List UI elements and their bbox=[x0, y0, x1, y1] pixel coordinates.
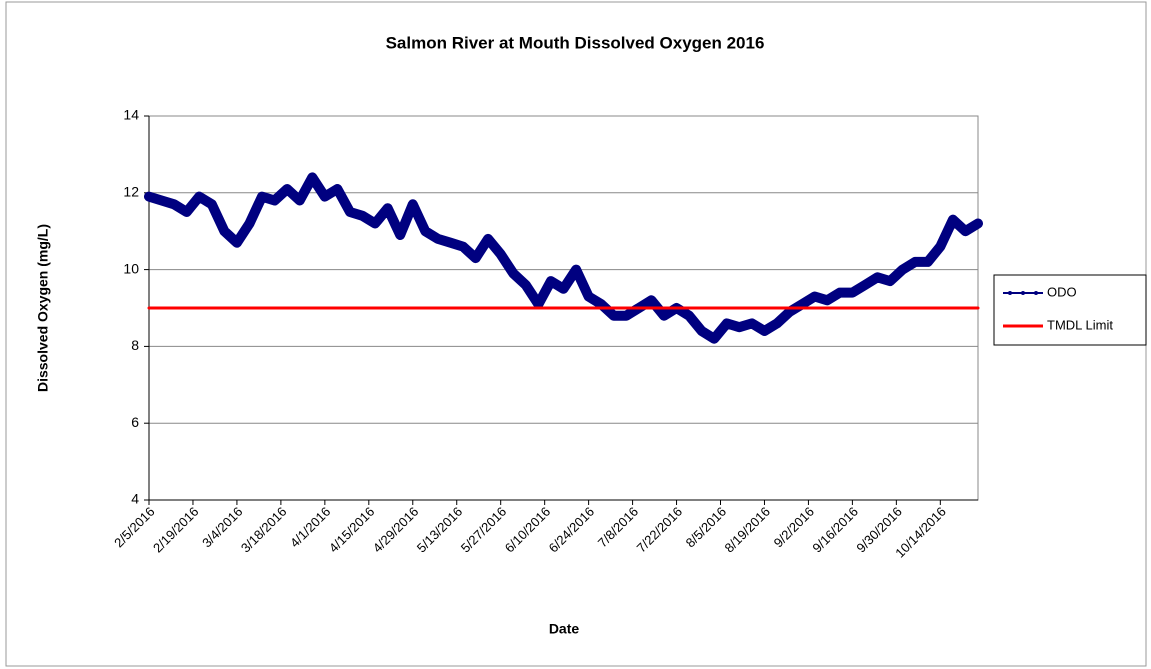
legend-label: ODO bbox=[1047, 284, 1077, 299]
legend-marker bbox=[1034, 291, 1038, 295]
legend-marker bbox=[1008, 291, 1012, 295]
legend-box bbox=[993, 274, 1147, 346]
data-line bbox=[144, 172, 983, 344]
legend-marker bbox=[1021, 291, 1025, 295]
y-tick-label: 14 bbox=[123, 107, 139, 123]
y-axis-label: Dissolved Oxygen (mg/L) bbox=[35, 224, 51, 392]
y-tick-label: 8 bbox=[131, 337, 139, 353]
chart-title: Salmon River at Mouth Dissolved Oxygen 2… bbox=[386, 33, 765, 52]
y-tick-label: 12 bbox=[123, 184, 139, 200]
legend-label: TMDL Limit bbox=[1047, 317, 1113, 332]
y-tick-label: 4 bbox=[131, 491, 139, 507]
y-tick-label: 6 bbox=[131, 414, 139, 430]
x-axis-label: Date bbox=[549, 621, 580, 637]
y-tick-label: 10 bbox=[123, 260, 139, 276]
